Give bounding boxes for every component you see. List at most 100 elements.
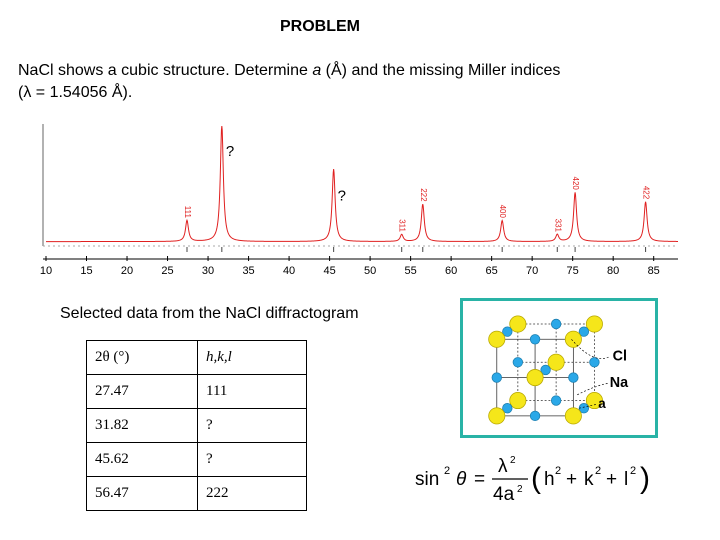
cl-atom	[564, 407, 582, 425]
na-atom	[491, 372, 502, 383]
peak-label: 420	[571, 177, 580, 191]
peak-label: 311	[398, 219, 407, 232]
na-atom	[529, 410, 541, 422]
table-cell: ?	[197, 408, 307, 443]
formula-l-exp: 2	[630, 465, 636, 477]
plot-frame	[42, 124, 678, 247]
nacl-structure-diagram: Cl Na a	[460, 298, 658, 438]
x-tick-label: 65	[486, 265, 498, 277]
peak-label: 422	[642, 186, 651, 200]
formula-h-exp: 2	[555, 465, 561, 477]
lattice-atoms	[488, 315, 603, 425]
formula-l: l	[624, 469, 628, 490]
na-atom	[502, 403, 513, 414]
table-row: 27.47 111	[86, 374, 307, 409]
formula-exponent: 2	[444, 465, 450, 477]
na-label: Na	[610, 375, 629, 391]
x-tick-label: 85	[648, 265, 660, 277]
x-tick-label: 25	[161, 265, 173, 277]
peak-label: ?	[338, 187, 346, 204]
bragg-cubic-formula: sin 2 θ = λ 2 4a 2 ( h 2 + k 2 + l 2 )	[415, 455, 650, 505]
peak-label: 111	[183, 206, 192, 219]
cl-atom	[564, 330, 582, 348]
peak-label: 222	[419, 188, 428, 202]
table-caption: Selected data from the NaCl diffractogra…	[60, 305, 359, 322]
formula-sin: sin	[415, 469, 439, 490]
x-tick-label: 50	[364, 265, 376, 277]
table-cell: 56.47	[86, 476, 198, 511]
page-title: PROBLEM	[280, 18, 360, 35]
formula-equals: =	[474, 469, 485, 490]
table-row: 45.62?	[86, 442, 307, 477]
na-atom	[589, 357, 600, 368]
x-tick-label: 60	[445, 265, 457, 277]
table-cell: 27.47	[86, 374, 198, 409]
cl-atom	[526, 369, 544, 387]
formula-theta: θ	[456, 469, 467, 490]
diffraction-pattern-line	[46, 125, 678, 243]
x-axis: 10 15 20 25 30 35 40 45 50 55 60 65 70 75 80 85	[40, 256, 678, 277]
lattice-parameter-label: a	[598, 396, 606, 411]
cl-atom	[509, 392, 527, 410]
na-atom	[550, 318, 562, 330]
table-row: 31.82?	[86, 408, 307, 443]
table-cell: 111	[197, 374, 307, 409]
x-tick-label: 35	[242, 265, 254, 277]
statement-line-1: NaCl shows a cubic structure. Determine …	[18, 62, 561, 79]
cl-atom	[488, 407, 506, 425]
formula-plus-2: +	[606, 469, 617, 490]
cl-atom	[488, 330, 506, 348]
peak-label: 331	[553, 219, 562, 233]
peak-label: ?	[226, 143, 234, 160]
na-atom	[540, 364, 551, 376]
formula-denominator-exp: 2	[517, 484, 523, 495]
na-atom	[502, 326, 513, 337]
peak-label: 400	[498, 205, 507, 219]
cl-atom	[509, 315, 527, 333]
formula-lambda-exp: 2	[510, 455, 516, 466]
na-atom	[578, 403, 590, 414]
na-atom	[512, 357, 524, 368]
formula-denominator: 4a	[493, 484, 515, 505]
x-tick-label: 55	[404, 265, 416, 277]
baseline-ticks	[186, 247, 647, 252]
formula-h: h	[544, 469, 555, 490]
cl-atom	[585, 315, 603, 333]
cl-label: Cl	[613, 348, 627, 364]
x-tick-label: 75	[567, 265, 579, 277]
x-tick-label: 80	[607, 265, 619, 277]
table-header-row: 2θ (°) h,k,l	[86, 340, 307, 375]
x-tick-label: 15	[80, 265, 92, 277]
formula-close-paren: )	[640, 462, 650, 495]
table-cell: 31.82	[86, 408, 198, 443]
table-cell: 45.62	[86, 442, 198, 477]
na-atom	[568, 372, 579, 383]
a-pointer	[579, 404, 597, 409]
table-header-cell: h,k,l	[197, 340, 307, 375]
na-atom	[529, 334, 541, 345]
x-tick-label: 30	[202, 265, 214, 277]
cl-atom	[547, 353, 565, 371]
cl-atom	[585, 392, 603, 410]
formula-open-paren: (	[531, 462, 541, 495]
x-tick-label: 10	[40, 265, 52, 277]
x-tick-label: 20	[121, 265, 133, 277]
na-atom	[578, 326, 590, 337]
diffractogram-chart: 111?? 311 222 400 331 420 422 10 15 20 25 30 35 40 45…	[40, 124, 678, 277]
formula-plus-1: +	[566, 469, 577, 490]
x-tick-label: 70	[526, 265, 538, 277]
statement-line-2: (λ = 1.54056 Å).	[18, 84, 133, 101]
na-atom	[550, 395, 562, 406]
cl-pointer	[571, 339, 610, 360]
table-row: 56.47 222	[86, 476, 307, 511]
data-table: 2θ (°) h,k,l 27.47 111 31.82? 45.62? 56.47 222	[86, 340, 307, 511]
x-tick-label: 40	[283, 265, 295, 277]
table-header-cell: 2θ (°)	[86, 340, 198, 375]
formula-k-exp: 2	[595, 465, 601, 477]
formula-lambda: λ	[498, 456, 508, 477]
problem-statement: NaCl shows a cubic structure. Determine …	[18, 60, 658, 104]
table-cell: 222	[197, 476, 307, 511]
peak-labels: 111?? 311 222 400 331 420 422	[183, 143, 651, 233]
table-cell: ?	[197, 442, 307, 477]
formula-k: k	[584, 469, 594, 490]
